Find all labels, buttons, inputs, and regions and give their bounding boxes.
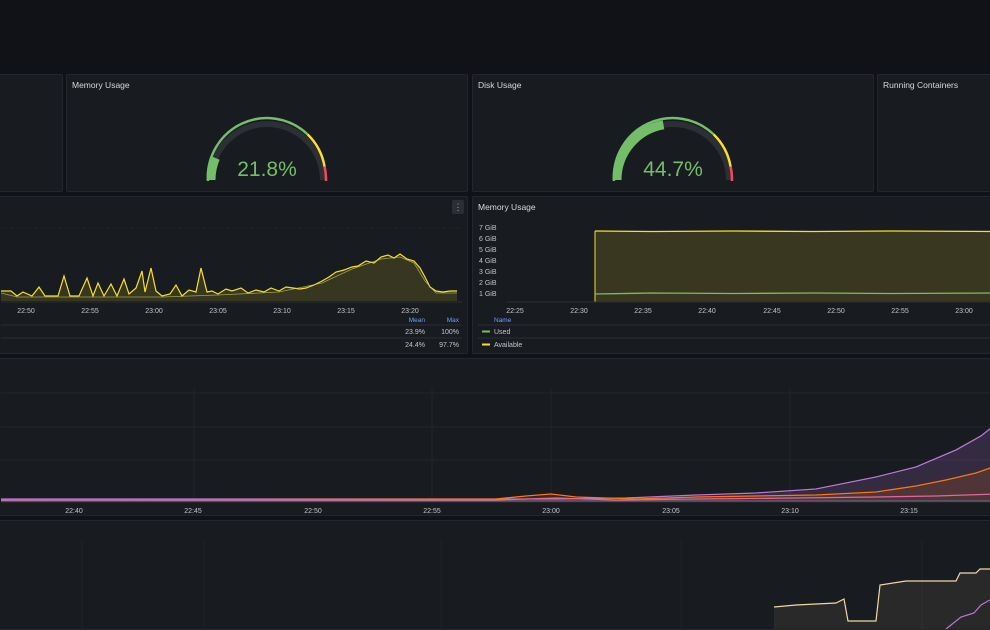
legend-mean: 24.4% [405,342,425,349]
legend-max: 97.7% [439,342,459,349]
gauge-threshold-yellow [306,133,326,167]
x-tick: 23:05 [209,308,227,315]
x-tick: 23:00 [542,508,560,515]
legend-header-mean: Mean [409,317,426,324]
running-containers-panel[interactable]: Running Containers [877,74,990,192]
legend-name: Used [494,329,510,336]
network-timeseries-panel[interactable]: 22:40 22:45 22:50 22:55 23:00 23:05 23:1… [0,358,990,516]
x-tick: 23:05 [662,508,680,515]
legend-name: Available [494,342,522,349]
gauge-value: 44.7% [643,158,703,181]
x-tick: 23:10 [781,508,799,515]
x-tick: 22:50 [304,508,322,515]
panel-title: Disk Usage [478,80,522,90]
purple-series-fill [1,429,990,502]
purple-series-line [1,427,990,500]
network-chart: 22:40 22:45 22:50 22:55 23:00 23:05 23:1… [0,389,990,515]
x-tick: 22:45 [184,508,202,515]
x-tick: 23:15 [337,308,355,315]
used-series-line [594,292,990,295]
x-tick: 22:25 [506,308,524,315]
x-tick: 23:00 [145,308,163,315]
cream-series-line [773,568,990,622]
gauge-track [208,121,326,181]
x-tick: 22:35 [634,308,652,315]
y-tick: 4 GiB [479,258,497,265]
cpu-chart: 22:50 22:55 23:00 23:05 23:10 23:15 23:2… [0,227,462,349]
gauge-value-arc [206,156,220,181]
x-tick: 22:50 [17,308,35,315]
cpu-series-line-1 [0,256,457,298]
panel-menu-button[interactable]: ⋮ [452,200,464,214]
x-tick: 22:40 [65,508,83,515]
panel-title: Memory Usage [478,202,536,212]
legend-max: 100% [441,329,459,336]
available-series-fill [595,231,990,302]
orange-series-fill [1,469,990,502]
cream-series-fill [774,569,990,629]
y-tick: 3 GiB [479,269,497,276]
gauge-threshold-red [729,166,734,182]
x-tick: 23:15 [900,508,918,515]
x-tick: 22:55 [891,308,909,315]
memory-y-axis: 7 GiB 6 GiB 5 GiB 4 GiB 3 GiB 2 GiB 1 Gi… [479,225,497,298]
gauge-value-arc [612,120,665,181]
y-tick: 2 GiB [479,280,497,287]
y-tick: 1 GiB [479,291,497,298]
gauge-threshold-yellow [712,133,732,167]
x-tick: 22:55 [423,508,441,515]
cpu-legend-table: Mean Max 23.9% 100% 24.4% 97.7% [1,317,462,349]
orange-series-line [0,467,990,501]
bottom-chart [81,541,990,629]
memory-chart: 7 GiB 6 GiB 5 GiB 4 GiB 3 GiB 2 GiB 1 Gi… [478,225,990,349]
x-tick: 22:40 [698,308,716,315]
memory-gauge: 21.8% [206,116,328,182]
y-tick: 6 GiB [479,236,497,243]
memory-x-axis: 22:25 22:30 22:35 22:40 22:45 22:50 22:5… [506,308,973,315]
y-tick: 7 GiB [479,225,497,232]
cpu-timeseries-panel[interactable]: ⋮ 22:50 22:55 23:00 23:05 23:10 23:15 23… [0,196,468,354]
disk-gauge: 44.7% [612,116,734,182]
gauge-value: 21.8% [237,158,297,181]
legend-header-name: Name [494,317,512,324]
legend-header-max: Max [447,317,460,324]
bottom-timeseries-panel[interactable] [0,520,990,630]
gauge-threshold-red [323,166,328,182]
x-tick: 22:50 [827,308,845,315]
memory-timeseries-panel[interactable]: Memory Usage 7 GiB 6 GiB 5 GiB 4 GiB 3 G… [472,196,990,354]
x-tick: 23:10 [273,308,291,315]
panel-title: Memory Usage [72,80,130,90]
disk-gauge-panel[interactable]: Disk Usage 44.7% [472,74,874,192]
memory-legend-table: Name Used Available [478,317,990,349]
x-tick: 22:45 [763,308,781,315]
network-x-axis: 22:40 22:45 22:50 22:55 23:00 23:05 23:1… [65,508,918,515]
cpu-x-axis: 22:50 22:55 23:00 23:05 23:10 23:15 23:2… [17,308,419,315]
x-tick: 22:30 [570,308,588,315]
legend-mean: 23.9% [405,329,425,336]
x-tick: 23:20 [401,308,419,315]
available-series-line [594,230,990,233]
memory-gauge-panel[interactable]: Memory Usage 21.8% [66,74,468,192]
x-tick: 23:00 [955,308,973,315]
x-tick: 22:55 [81,308,99,315]
y-tick: 5 GiB [479,247,497,254]
stat-panel-partial [0,74,63,192]
cpu-series-line-2 [1,253,457,298]
pink-series-line [1,493,990,501]
panel-title: Running Containers [883,80,959,90]
cpu-series-fill [1,254,457,301]
